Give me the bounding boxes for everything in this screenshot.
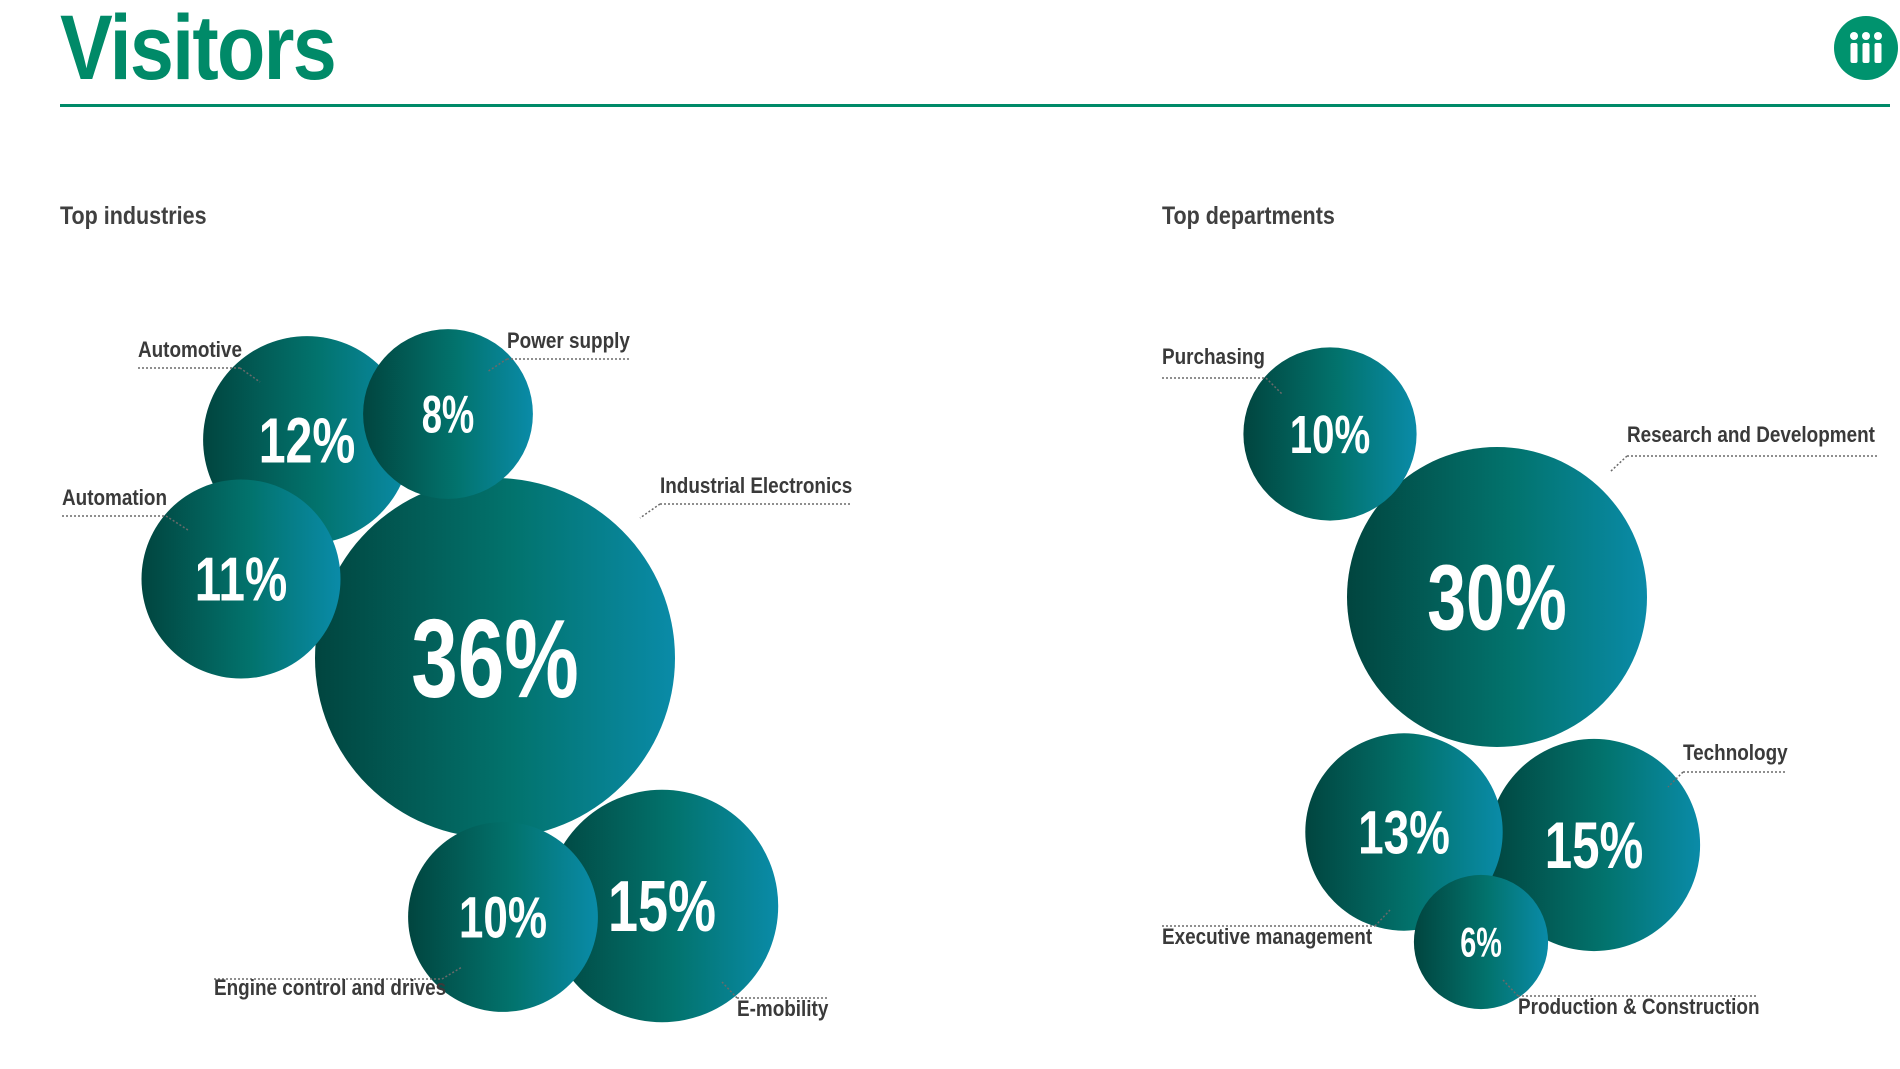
bubble-circle <box>1243 347 1417 521</box>
bubble-category-label: Automotive <box>138 338 242 363</box>
departments-bubble-production-and-construction: 6% Production & Construction <box>1413 874 1760 1020</box>
bubble-category-label: Purchasing <box>1162 345 1265 370</box>
industries-bubble-automation: 11% Automation <box>62 479 341 679</box>
bubble-circle <box>1305 733 1503 931</box>
bubble-value-label: 12% <box>259 405 356 477</box>
three-figures-logo-icon <box>1834 16 1898 80</box>
page-title: Visitors <box>60 0 337 99</box>
leader-line <box>486 358 630 373</box>
bubble-circle <box>1347 447 1647 747</box>
departments-bubble-research-and-development: 30% Research and Development <box>1347 423 1878 747</box>
bubble-circle <box>1487 738 1701 952</box>
bubble-value-label: 15% <box>1545 808 1644 882</box>
bubble-value-label: 6% <box>1460 919 1502 966</box>
bubble-category-label: Engine control and drives <box>214 976 446 1001</box>
leader-line <box>138 367 261 383</box>
bubble-circle <box>315 478 675 838</box>
bubble-circle <box>363 329 533 499</box>
industries-bubble-industrial-electronics: 36% Industrial Electronics <box>315 474 852 838</box>
bubble-value-label: 30% <box>1427 546 1567 650</box>
departments-bubble-executive-management: 13% Executive management <box>1162 733 1503 949</box>
bubble-circle <box>1413 874 1549 1010</box>
leader-line <box>1162 377 1283 395</box>
bubble-category-label: E-mobility <box>737 997 829 1022</box>
bubble-circle <box>545 789 779 1023</box>
industries-bubble-e-mobility: 15% E-mobility <box>545 789 829 1023</box>
bubble-category-label: Production & Construction <box>1518 995 1760 1020</box>
departments-chart-title: Top departments <box>1162 202 1335 230</box>
leader-line <box>1502 979 1758 997</box>
bubble-category-label: Industrial Electronics <box>660 474 852 499</box>
bubble-category-label: Executive management <box>1162 925 1372 950</box>
bubble-value-label: 10% <box>459 886 547 951</box>
leader-line <box>62 515 189 531</box>
bubble-category-label: Power supply <box>507 329 630 354</box>
leader-line <box>1609 455 1878 473</box>
departments-bubble-purchasing: 10% Purchasing <box>1162 345 1417 521</box>
bubble-category-label: Research and Development <box>1627 423 1875 448</box>
bubble-value-label: 36% <box>411 596 578 721</box>
bubble-value-label: 8% <box>422 385 475 444</box>
industries-bubble-engine-control-and-drives: 10% Engine control and drives <box>214 822 598 1012</box>
bubble-value-label: 13% <box>1358 798 1450 866</box>
bubble-value-label: 10% <box>1290 405 1371 465</box>
bubble-category-label: Technology <box>1683 741 1788 766</box>
industries-bubble-power-supply: 8% Power supply <box>363 329 630 499</box>
industries-chart-title: Top industries <box>60 202 207 230</box>
leader-line <box>1667 771 1787 788</box>
bubble-circle <box>408 822 598 1012</box>
bubble-category-label: Automation <box>62 486 167 511</box>
leader-line <box>639 503 850 519</box>
header-divider <box>60 104 1890 107</box>
bubble-value-label: 11% <box>195 546 288 615</box>
bubble-circle <box>141 479 341 679</box>
bubble-value-label: 15% <box>608 867 716 947</box>
leader-line <box>721 981 828 999</box>
logo-glyph-icon <box>1850 32 1882 63</box>
leader-line <box>214 966 463 980</box>
industries-bubble-chart: 36% Industrial Electronics 15% E-mobility 12… <box>62 329 852 1023</box>
leader-line <box>1162 909 1391 927</box>
departments-bubble-technology: 15% Technology <box>1487 738 1788 952</box>
